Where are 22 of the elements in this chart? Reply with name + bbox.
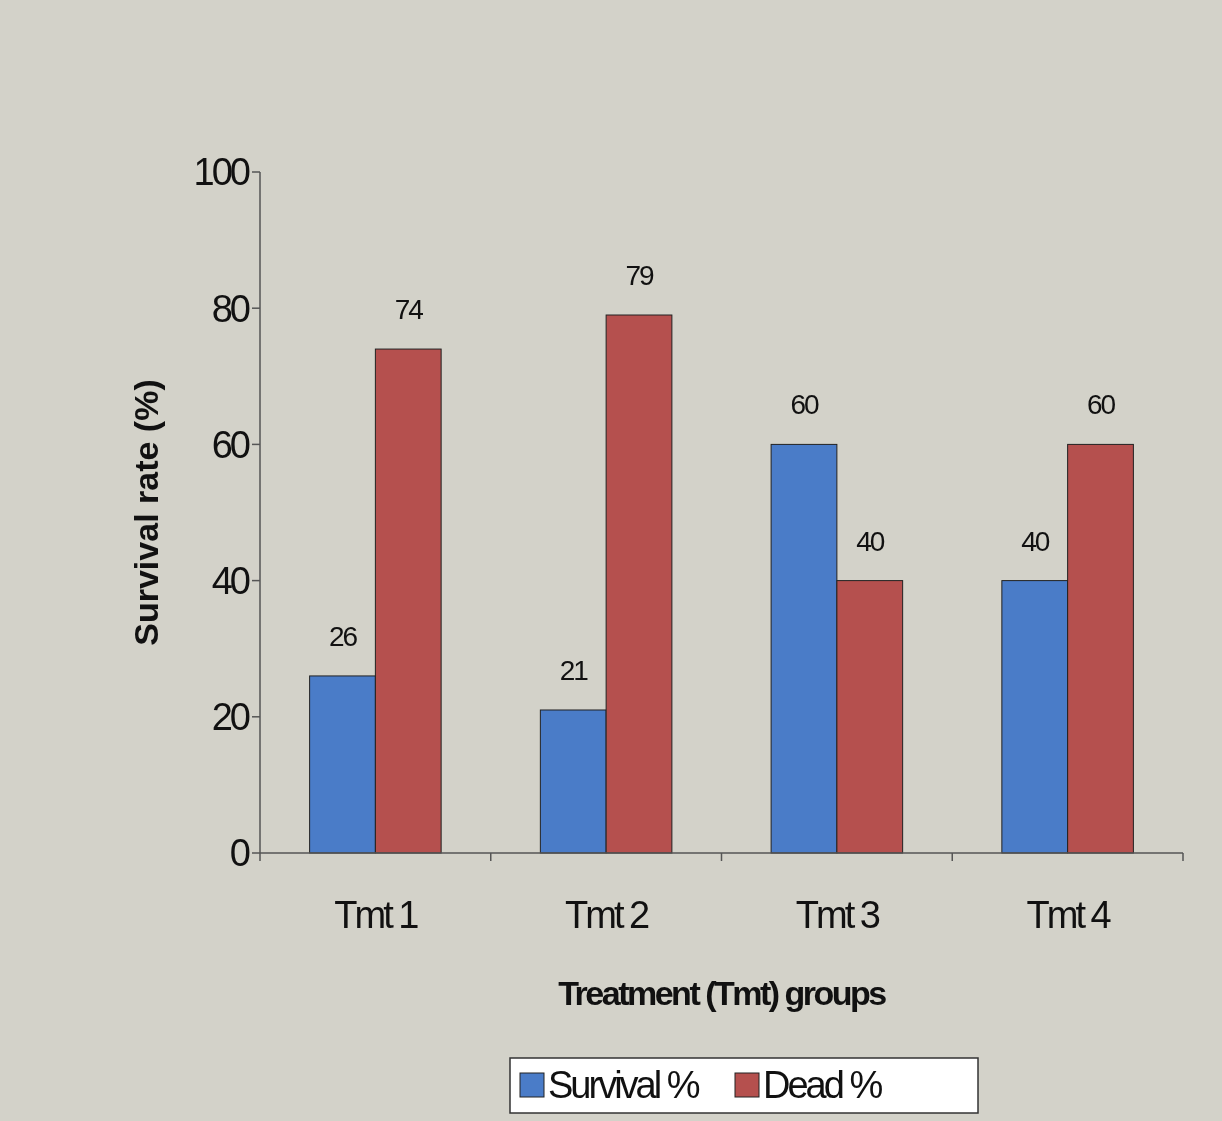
y-axis-title: Survival rate (%) [127,379,165,646]
data-label: 26 [328,620,358,652]
data-label: 79 [625,260,654,292]
y-tick-label: 100 [193,151,250,194]
y-tick-label: 0 [229,832,250,875]
legend-label: Survival % [548,1064,700,1106]
y-tick-label: 80 [211,287,250,330]
data-label: 60 [790,389,819,421]
data-label: 40 [856,525,885,557]
data-label: 74 [394,294,424,326]
data-label: 40 [1021,525,1050,557]
y-tick-label: 20 [211,696,250,739]
x-axis-title: Treatment (Tmt) groups [558,974,887,1012]
x-tick-label: Tmt 4 [1026,894,1112,936]
data-label: 21 [559,654,589,686]
x-tick-label: Tmt 1 [334,894,419,936]
y-tick-label: 60 [211,423,250,466]
x-tick-label: Tmt 2 [565,894,650,936]
y-tick-label: 40 [211,559,250,602]
x-tick-label: Tmt 3 [795,894,880,936]
legend-label: Dead % [763,1064,883,1106]
data-label: 60 [1086,389,1116,421]
